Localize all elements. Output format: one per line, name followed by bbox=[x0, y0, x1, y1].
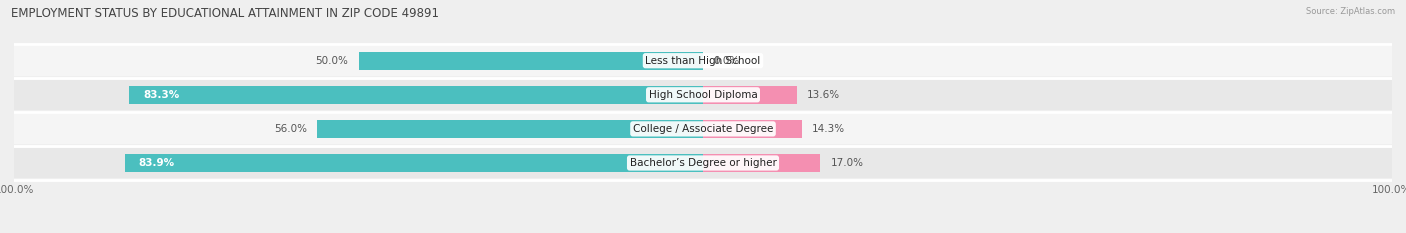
Text: 83.3%: 83.3% bbox=[143, 90, 179, 100]
Text: 17.0%: 17.0% bbox=[831, 158, 863, 168]
Bar bbox=[14, 80, 1392, 110]
Text: College / Associate Degree: College / Associate Degree bbox=[633, 124, 773, 134]
Bar bbox=[703, 154, 820, 172]
Bar bbox=[14, 46, 1392, 75]
Text: 13.6%: 13.6% bbox=[807, 90, 841, 100]
Text: 14.3%: 14.3% bbox=[811, 124, 845, 134]
Bar bbox=[359, 52, 703, 70]
Bar bbox=[125, 154, 703, 172]
Text: Bachelor’s Degree or higher: Bachelor’s Degree or higher bbox=[630, 158, 776, 168]
Text: 56.0%: 56.0% bbox=[274, 124, 307, 134]
Bar bbox=[703, 120, 801, 138]
Text: 0.0%: 0.0% bbox=[713, 56, 740, 66]
Bar bbox=[129, 86, 703, 104]
Text: 50.0%: 50.0% bbox=[315, 56, 349, 66]
Text: High School Diploma: High School Diploma bbox=[648, 90, 758, 100]
Text: 83.9%: 83.9% bbox=[139, 158, 174, 168]
Bar bbox=[14, 148, 1392, 178]
Text: EMPLOYMENT STATUS BY EDUCATIONAL ATTAINMENT IN ZIP CODE 49891: EMPLOYMENT STATUS BY EDUCATIONAL ATTAINM… bbox=[11, 7, 439, 20]
Text: Less than High School: Less than High School bbox=[645, 56, 761, 66]
Bar bbox=[703, 86, 797, 104]
Bar bbox=[318, 120, 703, 138]
Bar bbox=[14, 114, 1392, 144]
Text: Source: ZipAtlas.com: Source: ZipAtlas.com bbox=[1306, 7, 1395, 16]
